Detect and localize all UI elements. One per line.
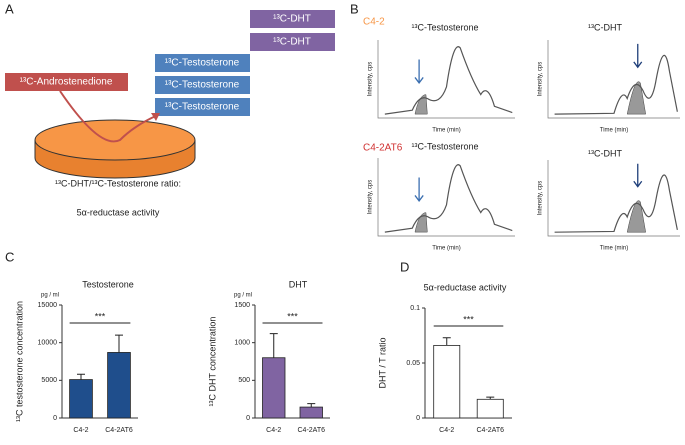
arrow-head — [151, 113, 160, 121]
bar — [299, 406, 323, 419]
trace — [384, 46, 513, 115]
x-tick-label: C4-2AT6 — [477, 427, 505, 434]
arrow — [633, 163, 643, 188]
dish-top — [34, 119, 196, 161]
y-tick-label: 15000 — [38, 302, 58, 309]
box-label: ¹³C-Testosterone — [165, 102, 240, 113]
y-tick-label: 1500 — [234, 302, 250, 309]
significance: *** — [463, 314, 474, 324]
x-axis-label: Time (min) — [432, 128, 460, 134]
unit-label: pg / ml — [41, 293, 59, 299]
y-axis-label: DHT / T ratio — [377, 337, 387, 388]
panel-label: B — [350, 1, 359, 16]
error-bar — [486, 396, 495, 400]
substrate-box — [5, 73, 128, 91]
y-tick-label: 500 — [238, 377, 250, 384]
significance: *** — [95, 311, 106, 321]
panel-label: C — [5, 249, 14, 264]
peak-area — [414, 94, 428, 115]
y-tick-label: 0 — [53, 415, 57, 422]
y-tick-label: 0.05 — [406, 360, 420, 367]
testosterone-box — [155, 54, 250, 72]
y-axis-label: Intensity, cps — [368, 62, 374, 97]
bar — [476, 398, 504, 419]
testosterone-box — [155, 98, 250, 116]
x-tick-label: C4-2 — [439, 427, 454, 434]
box-label: ¹³C-DHT — [273, 14, 311, 25]
axis-frame — [377, 158, 515, 237]
arrow — [633, 43, 643, 69]
bar — [69, 379, 93, 419]
chrom-title: ¹³C-Testosterone — [411, 141, 478, 151]
y-tick-label: 0.1 — [410, 305, 420, 312]
bar — [107, 352, 131, 419]
arrow — [414, 59, 424, 84]
chart-title: Testosterone — [82, 279, 134, 289]
x-tick-label: C4-2 — [266, 427, 281, 434]
axis-frame — [377, 40, 515, 119]
x-tick-label: C4-2AT6 — [105, 427, 133, 434]
error-bar — [269, 333, 278, 358]
trace — [554, 55, 678, 115]
y-axis-label: ¹³C DHT concentration — [207, 317, 217, 407]
x-tick-label: C4-2 — [73, 427, 88, 434]
axis-frame — [547, 40, 680, 119]
y-tick-label: 0 — [246, 415, 250, 422]
panel-label: A — [5, 1, 14, 16]
trace — [384, 164, 513, 233]
y-tick-label: 5000 — [41, 377, 57, 384]
x-axis-label: Time (min) — [600, 246, 628, 252]
testosterone-box — [155, 76, 250, 94]
box-label: ¹³C-DHT — [273, 37, 311, 48]
chrom-title: ¹³C-DHT — [588, 148, 622, 158]
significance: *** — [287, 311, 298, 321]
trace — [554, 174, 678, 233]
y-tick-label: 10000 — [38, 340, 58, 347]
peak-area — [414, 212, 428, 233]
axis-frame — [547, 160, 680, 237]
box-label: ¹³C-Testosterone — [165, 80, 240, 91]
arrow — [414, 177, 424, 202]
box-label: ¹³C-Androstenedione — [20, 77, 113, 88]
cell-line: C4-2AT6 — [363, 143, 403, 154]
unit-label: pg / ml — [234, 293, 252, 299]
error-bar — [442, 337, 451, 346]
error-bar — [77, 373, 85, 380]
y-axis-label: Intensity, cps — [538, 181, 544, 216]
peak-area — [626, 200, 646, 233]
box-label: ¹³C-Testosterone — [165, 58, 240, 69]
y-axis-label: Intensity, cps — [538, 62, 544, 97]
y-tick-label: 0 — [416, 415, 420, 422]
chrom-title: ¹³C-Testosterone — [411, 22, 478, 32]
cell-line: C4-2 — [363, 17, 385, 28]
y-tick-label: 1000 — [234, 340, 250, 347]
dht-box — [250, 10, 335, 28]
error-bar — [307, 403, 316, 408]
chrom-title: ¹³C-DHT — [588, 22, 622, 32]
arrow — [59, 90, 159, 143]
chart-title: DHT — [289, 279, 308, 289]
x-axis-label: Time (min) — [432, 246, 460, 252]
peak-area — [626, 81, 646, 115]
x-tick-label: C4-2AT6 — [298, 427, 326, 434]
activity-label: 5α-reductase activity — [77, 207, 160, 217]
dht-box — [250, 33, 335, 51]
y-axis-label: ¹³C testosterone concentration — [14, 301, 24, 422]
y-axis-label: Intensity, cps — [368, 180, 374, 215]
bar — [262, 357, 286, 419]
error-bar — [115, 334, 123, 353]
chart-title: 5α-reductase activity — [424, 282, 507, 292]
x-axis-label: Time (min) — [600, 128, 628, 134]
bar — [433, 344, 461, 419]
ratio-label: ¹³C-DHT/¹³C-Testosterone ratio: — [55, 178, 181, 188]
panel-label: D — [400, 259, 409, 274]
